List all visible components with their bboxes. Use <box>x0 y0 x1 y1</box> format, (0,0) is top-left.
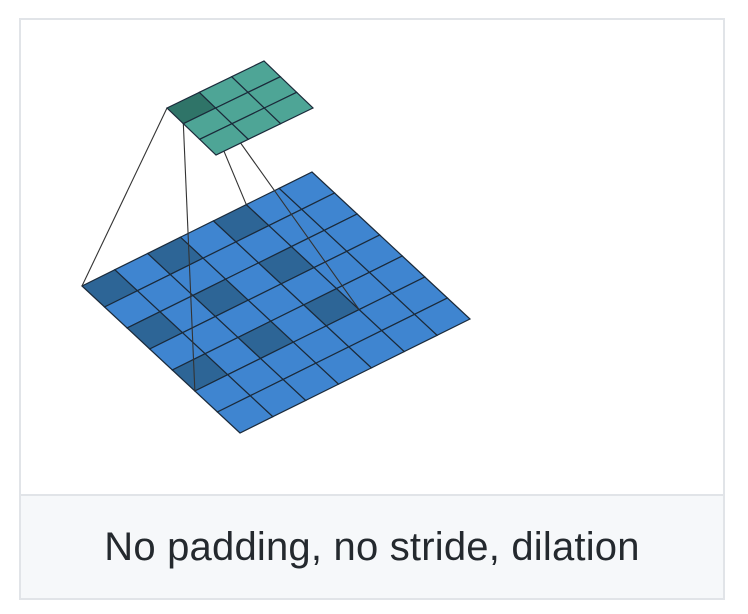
projection-line <box>81 107 168 287</box>
projection-line <box>182 123 196 392</box>
dilated-convolution-diagram <box>80 60 472 434</box>
figure-area <box>21 20 723 494</box>
input-cell <box>413 297 472 337</box>
figure-caption: No padding, no stride, dilation <box>104 524 640 569</box>
output-grid <box>165 60 315 156</box>
caption-bar: No padding, no stride, dilation <box>21 494 723 598</box>
output-cell <box>263 91 315 125</box>
input-grid <box>80 171 472 434</box>
figure-card: No padding, no stride, dilation <box>19 18 725 600</box>
